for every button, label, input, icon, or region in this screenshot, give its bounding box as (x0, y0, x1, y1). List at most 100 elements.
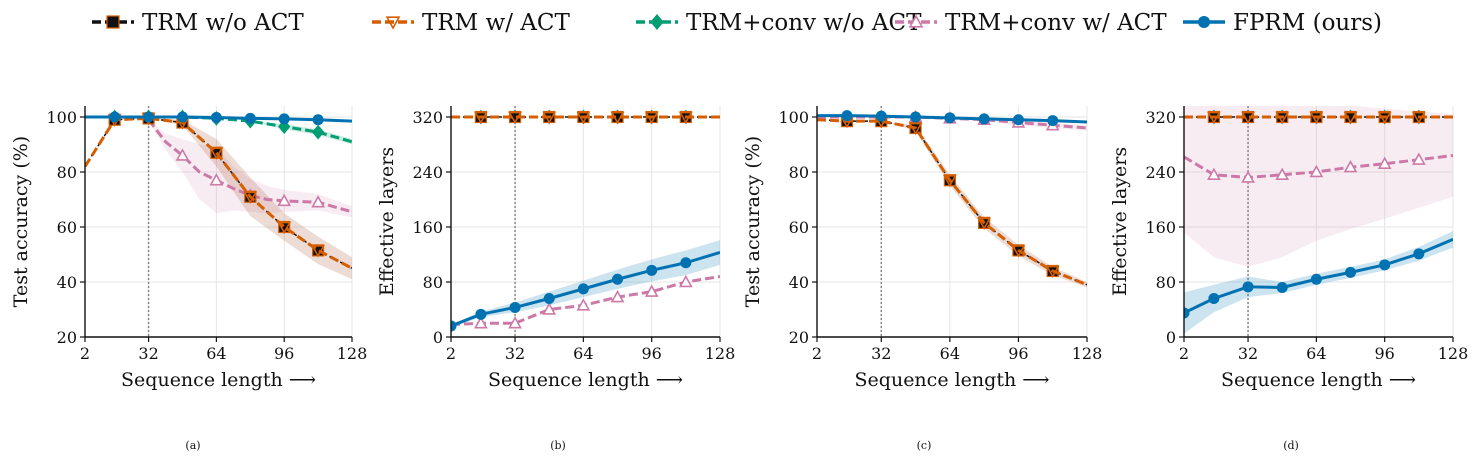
data-point-fprm-ours (1047, 115, 1059, 127)
y-tick-label: 100 (778, 108, 809, 127)
data-point-trm-conv-w-act (277, 193, 292, 207)
x-tick-label: 2 (1179, 344, 1189, 363)
series-trm-w-o-act (817, 115, 1087, 286)
x-axis-label: Sequence length ⟶ (855, 369, 1050, 391)
panel-caption: (d) (1283, 439, 1299, 452)
series-trm-conv-w-act (1184, 152, 1453, 183)
band-trm-w-o-act (85, 118, 352, 280)
data-point-trm-w-act (277, 221, 292, 235)
data-point-fprm-ours (1184, 307, 1190, 319)
legend-item-trm-conv-w-o-act: TRM+conv w/o ACT (636, 10, 922, 36)
x-tick-label: 64 (573, 344, 593, 363)
data-point-trm-w-act (1377, 111, 1392, 125)
y-axis-label: Test accuracy (%) (742, 136, 764, 307)
y-tick-label: 240 (412, 163, 443, 182)
grid (816, 106, 1088, 338)
legend-marker (385, 16, 401, 30)
data-point-fprm-ours (875, 110, 887, 122)
x-axis-label: Sequence length ⟶ (488, 369, 683, 391)
y-axis-label: Effective layers (1109, 147, 1131, 296)
y-tick-label: 40 (789, 273, 809, 292)
data-point-trm-conv-w-act (542, 302, 557, 315)
data-point-trm-w-act (209, 147, 224, 160)
legend-marker (106, 15, 120, 29)
legend-label: FPRM (ours) (1233, 10, 1382, 36)
legend-item-trm-w-o-act: TRM w/o ACT (92, 10, 304, 36)
x-tick-label: 128 (1438, 344, 1469, 363)
data-point-trm-conv-w-act (1241, 170, 1255, 183)
data-point-trm-w-act (542, 111, 557, 125)
x-tick-label: 96 (1008, 344, 1028, 363)
y-tick-label: 80 (57, 163, 77, 182)
data-point-trm-w-act (942, 175, 957, 188)
data-point-trm-conv-w-act (311, 195, 325, 208)
band-trm-conv-w-act (148, 119, 352, 218)
y-tick-label: 40 (57, 273, 77, 292)
data-point-fprm-ours (509, 301, 521, 313)
panel-2: 2 32 64 96 128 0 80 160 240 320 Sequence length ⟶ E… (376, 106, 735, 452)
series-trm-w-act (451, 111, 720, 125)
data-point-fprm-ours (841, 110, 853, 122)
x-tick-label: 64 (940, 344, 960, 363)
y-tick-label: 60 (57, 218, 77, 237)
data-point-trm-conv-w-act (1411, 152, 1426, 165)
x-tick-label: 128 (337, 344, 368, 363)
data-point-trm-conv-w-act (1343, 160, 1358, 173)
grid (84, 106, 353, 338)
data-point-fprm-ours (143, 111, 155, 123)
series-trm-conv-w-act (451, 274, 720, 329)
data-point-fprm-ours (944, 112, 956, 124)
data-point-trm-conv-w-act (1275, 167, 1290, 180)
data-point-trm-conv-w-act (610, 289, 625, 303)
y-tick-label: 160 (1145, 218, 1176, 237)
data-point-fprm-ours (1242, 281, 1254, 293)
data-point-fprm-ours (646, 264, 658, 276)
data-point-fprm-ours (109, 111, 121, 123)
panel-caption: (b) (550, 439, 566, 452)
data-point-fprm-ours (210, 112, 222, 124)
data-point-fprm-ours (680, 257, 692, 269)
y-tick-label: 240 (1145, 163, 1176, 182)
data-point-trm-w-act (1411, 111, 1426, 125)
data-point-trm-w-act (1343, 111, 1358, 125)
y-tick-label: 0 (1166, 328, 1176, 347)
y-tick-label: 80 (789, 163, 809, 182)
plot-area (817, 109, 1087, 288)
data-point-trm-conv-w-o-act (311, 124, 325, 140)
series-line (817, 118, 1087, 287)
x-tick-label: 64 (1306, 344, 1326, 363)
data-point-fprm-ours (1379, 259, 1391, 271)
data-point-trm-conv-w-act (576, 298, 591, 311)
data-point-trm-w-act (243, 191, 258, 204)
series-trm-w-act (1184, 111, 1453, 125)
y-tick-label: 60 (789, 218, 809, 237)
legend-marker (908, 14, 924, 28)
data-point-fprm-ours (1208, 293, 1220, 304)
band-trm-conv-w-o-act (85, 117, 352, 145)
series-line (817, 119, 1087, 286)
x-tick-label: 32 (505, 344, 525, 363)
panel-1: 2 32 64 96 128 20 40 60 80 100 Sequence length ⟶ Te… (10, 106, 367, 452)
x-tick-label: 64 (206, 344, 226, 363)
data-point-trm-conv-w-act (1377, 156, 1392, 169)
plot-area (451, 109, 720, 332)
data-point-trm-w-act (610, 111, 625, 125)
series-trm-conv-w-act (147, 118, 352, 214)
series-trm-w-act (817, 115, 1087, 287)
panel-caption: (a) (185, 439, 200, 452)
data-point-trm-conv-w-act (1309, 164, 1324, 178)
y-tick-label: 0 (433, 328, 443, 347)
data-point-trm-w-act (1241, 111, 1255, 125)
y-tick-label: 100 (46, 108, 77, 127)
panel-3: 2 32 64 96 128 20 40 60 80 100 Sequence length ⟶ Te… (742, 106, 1102, 452)
data-point-fprm-ours (244, 112, 256, 124)
x-tick-label: 128 (1072, 344, 1103, 363)
x-axis-label: Sequence length ⟶ (1221, 369, 1416, 391)
data-point-trm-w-act (1275, 111, 1290, 125)
data-point-fprm-ours (978, 113, 990, 125)
legend-label: TRM+conv w/ ACT (945, 10, 1167, 36)
data-point-trm-w-act (1045, 265, 1060, 279)
data-point-trm-conv-w-act (1207, 167, 1221, 180)
x-tick-label: 32 (871, 344, 891, 363)
